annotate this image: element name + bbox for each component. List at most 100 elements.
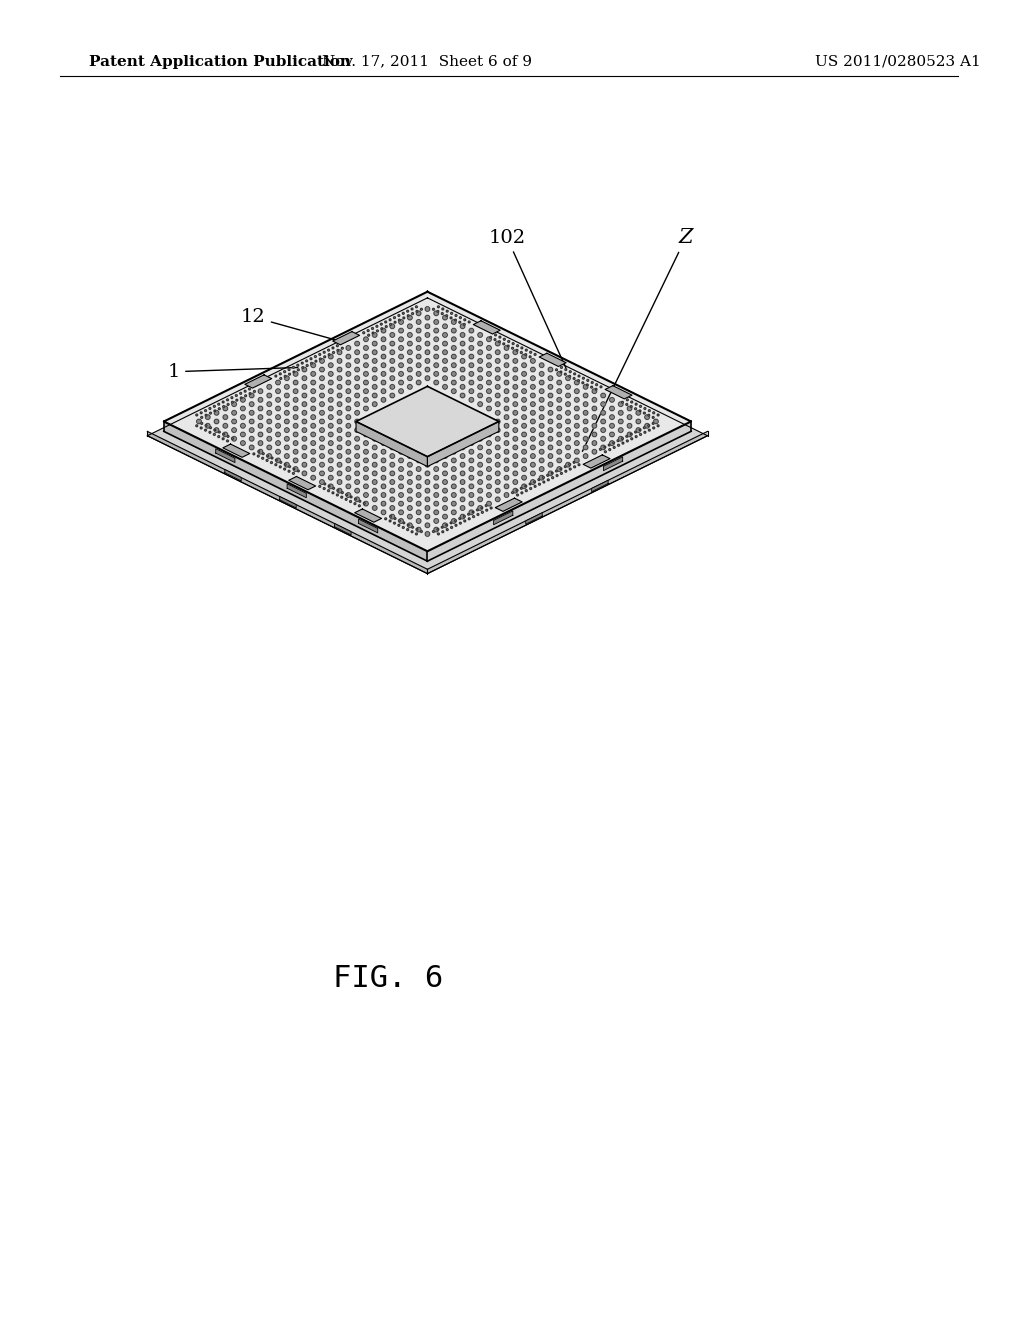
Circle shape: [522, 397, 526, 403]
Circle shape: [469, 475, 474, 480]
Circle shape: [293, 473, 294, 474]
Circle shape: [289, 466, 291, 467]
Circle shape: [346, 492, 350, 498]
Circle shape: [213, 405, 215, 408]
Circle shape: [381, 449, 386, 454]
Circle shape: [608, 444, 610, 446]
Circle shape: [648, 425, 649, 426]
Circle shape: [583, 378, 585, 379]
Circle shape: [504, 484, 509, 488]
Circle shape: [468, 321, 470, 323]
Circle shape: [584, 401, 588, 407]
Circle shape: [535, 486, 536, 487]
Circle shape: [346, 397, 350, 403]
Circle shape: [332, 492, 334, 494]
Circle shape: [223, 432, 227, 437]
Circle shape: [293, 371, 298, 376]
Circle shape: [381, 380, 386, 385]
Circle shape: [285, 454, 289, 458]
Circle shape: [385, 517, 387, 520]
Circle shape: [476, 510, 478, 511]
Circle shape: [354, 498, 359, 502]
Circle shape: [486, 441, 492, 445]
Circle shape: [496, 479, 500, 484]
Circle shape: [285, 411, 289, 414]
Circle shape: [565, 470, 567, 473]
Circle shape: [644, 408, 646, 409]
Circle shape: [622, 437, 624, 440]
Circle shape: [285, 384, 289, 389]
Circle shape: [346, 371, 350, 376]
Circle shape: [455, 319, 457, 321]
Circle shape: [592, 424, 597, 428]
Circle shape: [364, 424, 369, 428]
Circle shape: [469, 441, 474, 445]
Circle shape: [530, 367, 536, 372]
Circle shape: [478, 454, 482, 458]
Circle shape: [574, 441, 580, 445]
Circle shape: [319, 437, 325, 441]
Circle shape: [486, 346, 492, 350]
Circle shape: [548, 367, 553, 372]
Circle shape: [478, 359, 482, 363]
Circle shape: [529, 483, 531, 484]
Circle shape: [657, 414, 659, 416]
Circle shape: [227, 404, 229, 405]
Circle shape: [565, 393, 570, 397]
Circle shape: [267, 428, 271, 433]
Circle shape: [522, 441, 526, 445]
Polygon shape: [496, 498, 522, 511]
Circle shape: [452, 380, 456, 385]
Circle shape: [460, 515, 465, 519]
Text: Z: Z: [583, 228, 693, 451]
Circle shape: [293, 389, 298, 393]
Circle shape: [524, 486, 526, 487]
Circle shape: [530, 445, 536, 450]
Circle shape: [478, 437, 482, 441]
Circle shape: [540, 414, 544, 420]
Circle shape: [584, 454, 588, 458]
Circle shape: [592, 432, 597, 437]
Circle shape: [311, 424, 315, 428]
Circle shape: [226, 399, 228, 401]
Circle shape: [442, 498, 447, 502]
Circle shape: [543, 480, 545, 483]
Circle shape: [381, 484, 386, 488]
Circle shape: [548, 445, 553, 450]
Circle shape: [557, 441, 561, 445]
Circle shape: [548, 393, 553, 397]
Circle shape: [328, 490, 330, 491]
Circle shape: [223, 407, 227, 411]
Circle shape: [595, 388, 597, 391]
Circle shape: [373, 384, 377, 389]
Circle shape: [364, 354, 369, 359]
Circle shape: [452, 346, 456, 350]
Circle shape: [319, 376, 325, 380]
Circle shape: [442, 471, 447, 475]
Circle shape: [496, 350, 500, 355]
Circle shape: [512, 491, 513, 494]
Circle shape: [381, 397, 386, 403]
Circle shape: [390, 506, 394, 511]
Circle shape: [227, 436, 229, 437]
Circle shape: [592, 414, 597, 420]
Circle shape: [469, 484, 474, 488]
Circle shape: [604, 451, 606, 453]
Circle shape: [345, 499, 347, 500]
Circle shape: [540, 441, 544, 445]
Circle shape: [478, 498, 482, 502]
Circle shape: [364, 363, 369, 367]
Circle shape: [469, 337, 474, 342]
Circle shape: [460, 384, 465, 389]
Circle shape: [359, 500, 360, 502]
Circle shape: [354, 401, 359, 407]
Circle shape: [512, 347, 513, 350]
Circle shape: [201, 426, 202, 429]
Circle shape: [596, 384, 598, 385]
Circle shape: [442, 342, 447, 346]
Circle shape: [565, 445, 570, 450]
Circle shape: [402, 521, 404, 524]
Circle shape: [390, 479, 394, 484]
Circle shape: [398, 449, 403, 454]
Circle shape: [496, 367, 500, 372]
